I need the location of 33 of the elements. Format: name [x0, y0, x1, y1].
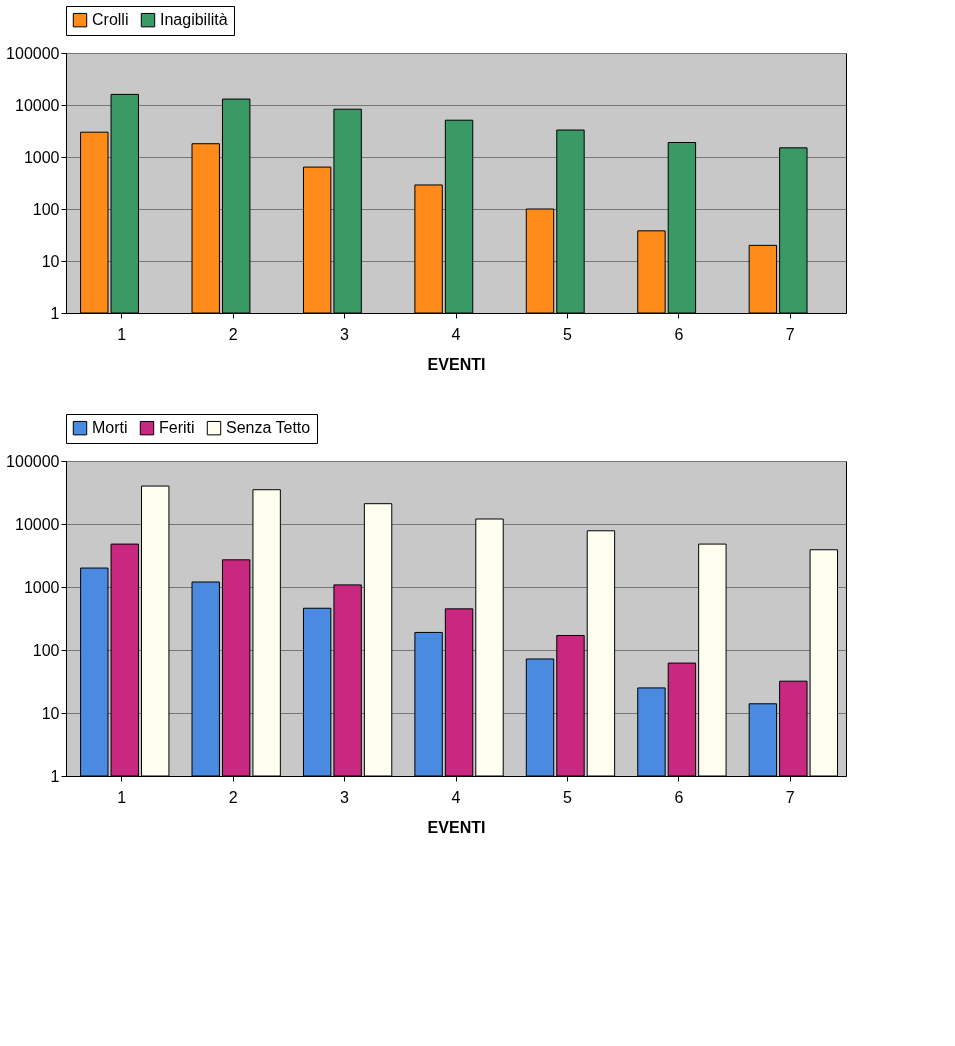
y-tick-label: 100 [32, 641, 60, 659]
x-tick-label: 3 [340, 325, 350, 343]
y-tick-label: 10 [41, 704, 60, 722]
y-tick-label: 1 [50, 767, 60, 785]
x-tick-label: 2 [228, 325, 238, 343]
legend-label: Inagibilità [160, 11, 228, 29]
y-tick-label: 10000 [15, 96, 60, 114]
y-tick-label: 1000 [23, 148, 60, 166]
x-tick-label: 6 [674, 325, 684, 343]
legend-label: Feriti [159, 419, 195, 437]
x-tick-label: 1 [117, 788, 127, 806]
y-tick-label: 1000 [23, 578, 60, 596]
y-tick-label: 100000 [6, 452, 60, 470]
y-tick-label: 10000 [15, 515, 60, 533]
x-tick-label: 1 [117, 325, 127, 343]
x-tick-label: 4 [451, 325, 461, 343]
legend-label: Senza Tetto [226, 419, 311, 437]
x-axis-title: EVENTI [427, 355, 486, 373]
y-tick-label: 10 [41, 252, 60, 270]
y-tick-label: 100 [32, 200, 60, 218]
x-tick-label: 6 [674, 788, 684, 806]
legend-label: Morti [92, 419, 128, 437]
x-axis-title: EVENTI [427, 818, 486, 836]
y-tick-label: 100000 [6, 44, 60, 62]
y-tick-label: 1 [50, 304, 60, 322]
x-tick-label: 3 [340, 788, 350, 806]
x-tick-label: 5 [562, 788, 572, 806]
x-tick-label: 5 [562, 325, 572, 343]
x-tick-label: 4 [451, 788, 461, 806]
x-tick-label: 2 [228, 788, 238, 806]
x-tick-label: 7 [785, 325, 795, 343]
legend-label: Crolli [92, 11, 129, 29]
x-tick-label: 7 [785, 788, 795, 806]
